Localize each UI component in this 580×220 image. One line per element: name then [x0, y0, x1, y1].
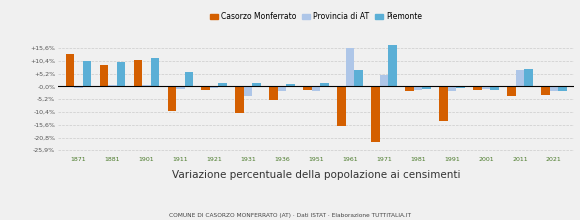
- Bar: [210, 86, 219, 88]
- Bar: [388, 44, 397, 86]
- Bar: [405, 86, 414, 91]
- Bar: [201, 86, 210, 90]
- Bar: [550, 86, 558, 91]
- Bar: [278, 86, 287, 91]
- Bar: [252, 83, 261, 86]
- Bar: [473, 86, 481, 90]
- Bar: [507, 86, 516, 96]
- Bar: [439, 86, 448, 121]
- Bar: [380, 75, 388, 86]
- Bar: [354, 70, 363, 86]
- Bar: [244, 86, 252, 96]
- Bar: [100, 65, 108, 86]
- Bar: [151, 58, 159, 86]
- Bar: [448, 86, 456, 91]
- Bar: [176, 86, 184, 89]
- Bar: [82, 61, 91, 86]
- Bar: [66, 54, 74, 86]
- Bar: [108, 85, 117, 86]
- Bar: [269, 86, 278, 100]
- Bar: [456, 86, 465, 88]
- Bar: [524, 69, 532, 86]
- Bar: [346, 48, 354, 86]
- Bar: [117, 62, 125, 86]
- Bar: [312, 86, 320, 91]
- Bar: [422, 86, 431, 89]
- Bar: [320, 83, 329, 86]
- Bar: [74, 86, 82, 88]
- Bar: [516, 70, 524, 86]
- Bar: [133, 60, 142, 86]
- Legend: Casorzo Monferrato, Provincia di AT, Piemonte: Casorzo Monferrato, Provincia di AT, Pie…: [207, 9, 425, 24]
- X-axis label: Variazione percentuale della popolazione ai censimenti: Variazione percentuale della popolazione…: [172, 170, 461, 180]
- Text: COMUNE DI CASORZO MONFERRATO (AT) · Dati ISTAT · Elaborazione TUTTITALIA.IT: COMUNE DI CASORZO MONFERRATO (AT) · Dati…: [169, 213, 411, 218]
- Bar: [142, 85, 151, 86]
- Bar: [219, 83, 227, 86]
- Bar: [558, 86, 567, 91]
- Bar: [414, 86, 422, 90]
- Bar: [287, 84, 295, 86]
- Bar: [338, 86, 346, 126]
- Bar: [303, 86, 312, 90]
- Bar: [541, 86, 550, 95]
- Bar: [168, 86, 176, 111]
- Bar: [481, 86, 490, 89]
- Bar: [371, 86, 380, 142]
- Bar: [490, 86, 499, 90]
- Bar: [235, 86, 244, 113]
- Bar: [184, 72, 193, 86]
